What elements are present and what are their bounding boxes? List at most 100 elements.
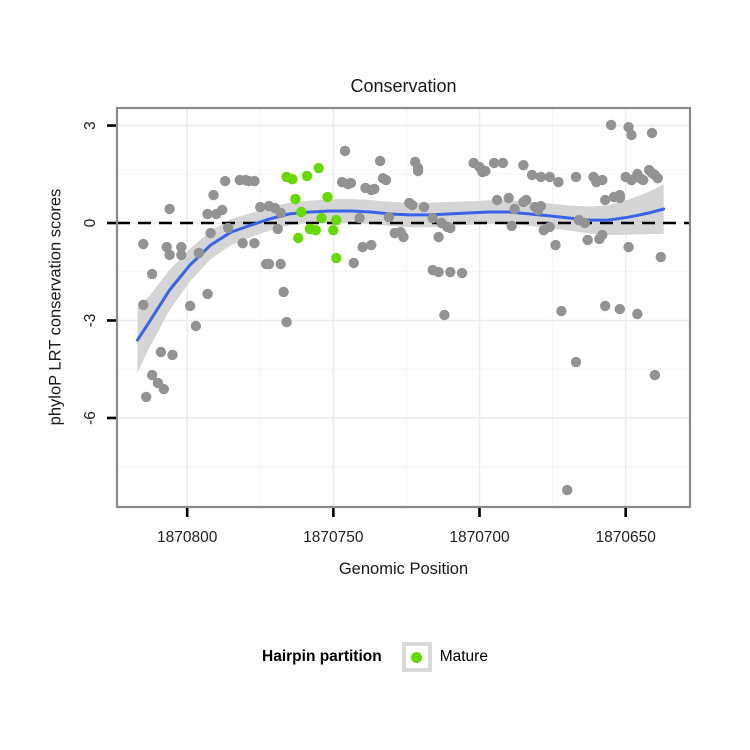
data-point-other: [521, 194, 532, 206]
data-point-other: [550, 239, 561, 251]
data-point-other: [597, 174, 608, 186]
y-tick-label: -3: [82, 314, 99, 328]
data-point-mature: [331, 214, 342, 226]
data-point-other: [357, 241, 368, 253]
data-point-mature: [322, 191, 333, 203]
data-point-mature: [310, 225, 321, 236]
data-point-other: [217, 204, 228, 216]
panel-border: [115, 106, 692, 509]
data-point-other: [164, 203, 175, 215]
data-point-other: [263, 258, 275, 270]
data-point-other: [222, 222, 234, 234]
data-point-other: [433, 266, 444, 278]
data-point-other: [646, 127, 658, 139]
data-point-mature: [313, 162, 324, 174]
data-point-other: [570, 356, 582, 368]
data-point-other: [398, 231, 409, 243]
data-point-other: [626, 129, 637, 141]
data-point-other: [491, 194, 503, 206]
data-point-mature: [290, 193, 301, 205]
data-point-other: [649, 369, 661, 381]
data-point-other: [632, 308, 643, 320]
data-point-other: [544, 171, 555, 183]
data-point-other: [445, 222, 456, 234]
data-point-other: [354, 212, 365, 224]
data-point-other: [535, 171, 547, 183]
data-point-mature: [293, 232, 304, 244]
data-point-other: [433, 231, 444, 243]
data-point-other: [275, 207, 286, 219]
data-point-mature: [296, 206, 307, 218]
data-point-other: [208, 189, 219, 201]
mature-point-icon: [411, 651, 423, 663]
data-point-other: [614, 189, 625, 201]
data-point-other: [176, 241, 187, 253]
data-point-other: [518, 160, 529, 171]
data-point-other: [570, 171, 582, 183]
data-point-other: [374, 155, 386, 167]
data-point-other: [161, 241, 172, 253]
data-point-other: [553, 176, 564, 188]
data-point-other: [562, 484, 573, 496]
data-point-other: [158, 383, 169, 395]
data-point-mature: [287, 174, 298, 185]
data-point-other: [167, 349, 178, 361]
data-point-other: [272, 223, 283, 235]
plot-panel: 1870800 1870750 1870700 1870650 3 0 -3 -6: [82, 106, 692, 546]
data-point-other: [623, 122, 634, 133]
data-point-other: [339, 145, 351, 157]
data-point-other: [445, 266, 456, 278]
data-point-other: [155, 346, 167, 358]
data-point-other: [249, 175, 260, 187]
plot-title: Conservation: [350, 76, 457, 96]
data-point-other: [138, 238, 149, 250]
data-point-other: [202, 208, 213, 220]
data-point-other: [488, 157, 500, 169]
data-point-other: [412, 165, 424, 177]
legend-key-mature: [401, 642, 432, 672]
data-point-other: [138, 299, 149, 311]
data-point-other: [348, 257, 359, 269]
x-tick-label: 1870650: [596, 529, 657, 546]
data-point-other: [146, 268, 158, 280]
data-point-mature: [301, 170, 313, 182]
x-tick-label: 1870800: [157, 529, 218, 546]
data-point-other: [600, 300, 611, 312]
x-tick-label: 1870750: [303, 529, 364, 546]
legend-title: Hairpin partition: [262, 648, 382, 665]
data-point-other: [623, 241, 634, 253]
data-point-other: [418, 201, 430, 213]
y-tick-label: -6: [82, 411, 99, 425]
data-point-other: [509, 203, 520, 215]
data-point-other: [652, 173, 663, 184]
data-point-other: [582, 234, 593, 246]
data-point-other: [614, 303, 625, 315]
y-tick-label: 0: [82, 218, 99, 227]
data-point-other: [638, 174, 649, 186]
data-point-other: [345, 177, 357, 189]
data-point-other: [497, 157, 509, 169]
data-point-mature: [316, 212, 327, 224]
data-point-other: [278, 286, 289, 298]
data-point-other: [427, 212, 438, 224]
data-point-other: [190, 320, 202, 332]
data-point-other: [655, 251, 666, 263]
data-point-other: [281, 316, 292, 328]
data-point-other: [526, 169, 538, 181]
data-point-other: [535, 200, 547, 212]
data-point-other: [255, 201, 266, 213]
data-point-other: [407, 200, 418, 211]
data-point-other: [184, 300, 196, 312]
data-point-other: [503, 192, 514, 204]
data-point-other: [556, 305, 567, 317]
data-point-other: [249, 238, 260, 249]
data-point-other: [164, 249, 175, 261]
data-point-other: [383, 212, 395, 223]
x-axis-title: Genomic Position: [338, 560, 469, 578]
data-point-other: [205, 227, 216, 239]
data-point-mature: [328, 225, 339, 236]
data-point-other: [275, 258, 286, 270]
data-point-other: [366, 239, 377, 251]
data-point-other: [237, 238, 248, 249]
legend-label-mature: Mature: [439, 648, 488, 665]
